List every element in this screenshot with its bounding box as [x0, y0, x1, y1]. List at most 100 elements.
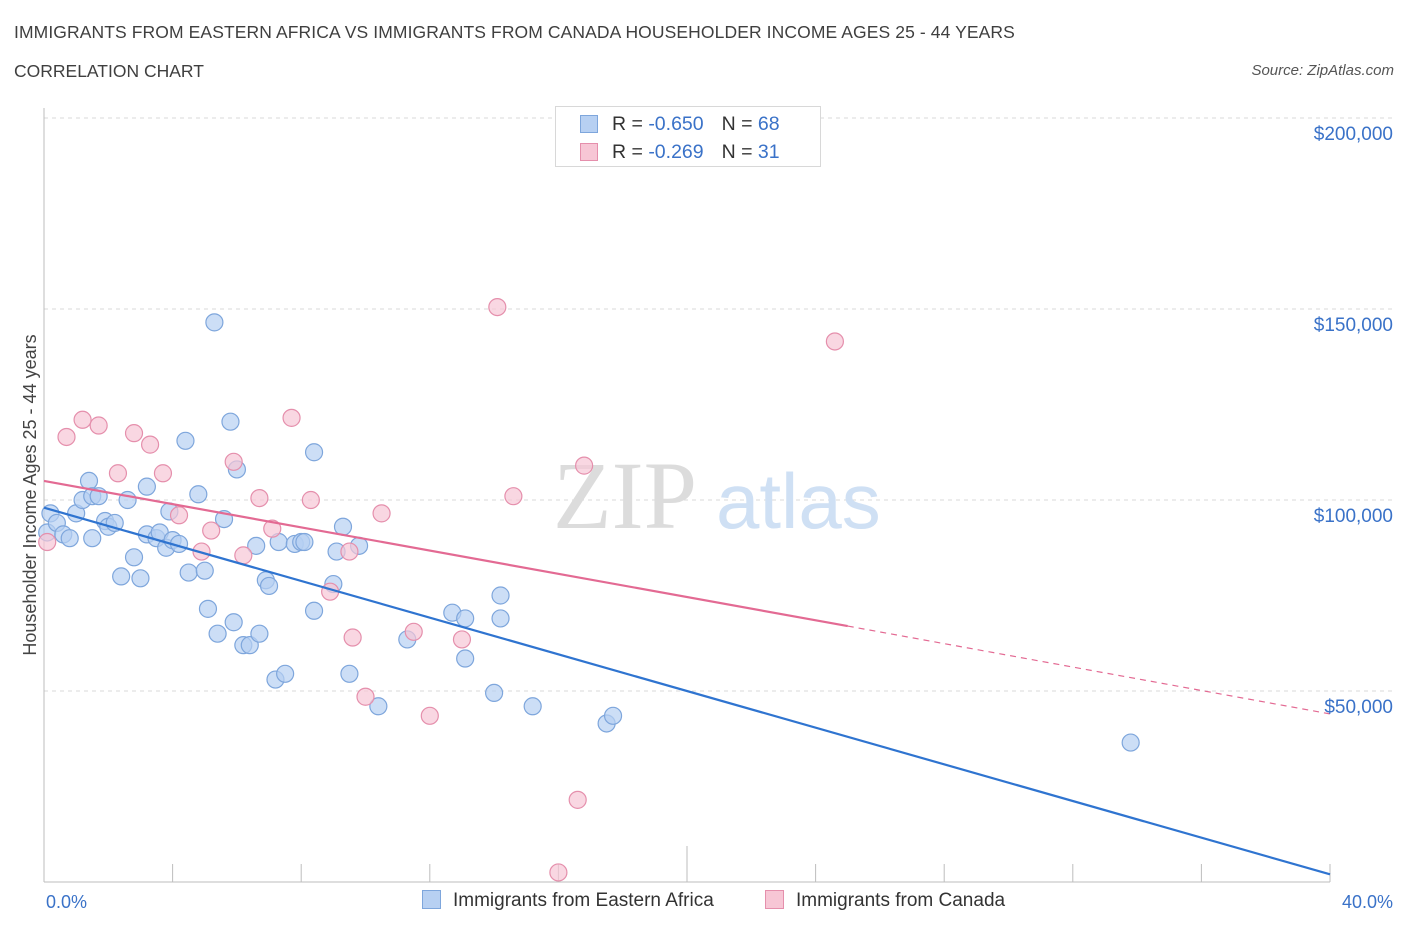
legend-n-label: N =	[721, 113, 758, 135]
legend-r-label: R =	[612, 113, 649, 135]
chart-subtitle: CORRELATION CHART	[14, 61, 204, 81]
eastern-africa-point-18	[137, 477, 156, 496]
bottom-legend-swatch-pink	[765, 890, 784, 909]
trend-line-canada	[43, 479, 848, 628]
eastern-africa-point-47	[295, 532, 314, 552]
eastern-africa-point-49	[304, 601, 324, 620]
canada-point-16	[301, 490, 320, 510]
canada-point-6	[140, 435, 160, 454]
x-tick-label-max: 40.0%	[1342, 892, 1393, 912]
trend-line-canada-extension	[847, 625, 1331, 715]
canada-point-19	[343, 628, 362, 647]
stats-legend: R = -0.650 N = 68 R = -0.269 N = 31	[555, 106, 821, 167]
y-axis-label: Householder Income Ages 25 - 44 years	[20, 334, 40, 655]
y-tick-label-1: $100,000	[1314, 506, 1393, 527]
canada-point-2	[73, 410, 92, 429]
legend-row-eastern-africa: R = -0.650 N = 68	[580, 113, 780, 136]
eastern-africa-point-52	[333, 517, 353, 536]
trend-line-eastern-africa	[43, 506, 1331, 876]
eastern-africa-point-4	[60, 529, 79, 548]
eastern-africa-point-29	[198, 599, 218, 618]
canada-point-10	[202, 521, 221, 540]
eastern-africa-point-16	[131, 569, 150, 588]
legend-n-value: 31	[757, 141, 780, 163]
canada-point-30	[825, 332, 844, 351]
series-eastern-africa-points	[38, 313, 1140, 752]
canada-point-27	[568, 790, 587, 809]
bottom-legend-swatch-blue	[422, 890, 441, 909]
x-tick-label-min: 0.0%	[46, 892, 87, 912]
canada-point-12	[234, 546, 253, 565]
x-tick-labels: 0.0% 40.0%	[46, 892, 1393, 912]
canada-point-25	[488, 297, 507, 317]
eastern-africa-point-61	[491, 586, 510, 605]
bottom-legend-eastern-africa: Immigrants from Eastern Africa	[422, 890, 714, 912]
eastern-africa-point-30	[205, 313, 224, 332]
canada-point-8	[169, 506, 189, 525]
eastern-africa-point-41	[259, 576, 279, 596]
watermark: ZIP atlas	[553, 442, 881, 549]
trend-lines	[43, 479, 1331, 876]
legend-row-canada: R = -0.269 N = 31	[580, 141, 780, 164]
canada-point-3	[89, 416, 108, 435]
watermark-atlas: atlas	[716, 457, 881, 545]
y-tick-label-0: $50,000	[1324, 697, 1393, 718]
canada-point-21	[372, 504, 391, 523]
bottom-legend-label: Immigrants from Canada	[796, 890, 1006, 911]
legend-r-value: -0.650	[648, 113, 704, 135]
canada-point-26	[504, 487, 523, 506]
eastern-africa-point-62	[491, 609, 510, 628]
eastern-africa-point-26	[179, 563, 198, 582]
canada-point-5	[124, 424, 144, 443]
eastern-africa-point-60	[485, 683, 504, 703]
legend-n-label: N =	[721, 141, 758, 163]
eastern-africa-point-63	[523, 697, 542, 716]
eastern-africa-point-39	[250, 624, 269, 643]
eastern-africa-point-33	[221, 412, 240, 431]
canada-point-13	[250, 488, 269, 508]
bottom-legend-canada: Immigrants from Canada	[765, 890, 1005, 912]
eastern-africa-point-53	[340, 664, 359, 683]
canada-point-11	[224, 452, 243, 471]
eastern-africa-point-55	[369, 697, 388, 716]
eastern-africa-point-25	[176, 431, 195, 450]
watermark-zip: ZIP	[553, 442, 697, 549]
bottom-legend-label: Immigrants from Eastern Africa	[453, 890, 714, 911]
canada-point-14	[263, 519, 282, 538]
eastern-africa-point-31	[208, 624, 227, 643]
y-tick-label-2: $150,000	[1314, 315, 1393, 336]
source-label: Source: ZipAtlas.com	[1251, 62, 1394, 79]
legend-r-label: R =	[612, 141, 649, 163]
canada-point-23	[420, 706, 439, 725]
y-tick-label-3: $200,000	[1314, 124, 1393, 145]
canada-point-28	[575, 456, 594, 475]
canada-point-15	[282, 408, 301, 427]
eastern-africa-point-28	[195, 561, 214, 580]
canada-point-18	[340, 542, 359, 561]
canada-point-4	[108, 464, 128, 483]
y-tick-labels: $50,000 $100,000 $150,000 $200,000	[1314, 124, 1393, 718]
legend-swatch-blue	[580, 115, 598, 133]
grid-lines	[44, 117, 1392, 692]
canada-point-29	[549, 863, 568, 882]
canada-point-24	[452, 630, 472, 649]
eastern-africa-point-65	[603, 706, 623, 725]
eastern-africa-point-27	[189, 485, 208, 504]
eastern-africa-point-44	[276, 664, 295, 683]
eastern-africa-point-15	[124, 548, 144, 567]
eastern-africa-point-38	[247, 536, 266, 555]
eastern-africa-point-34	[224, 613, 243, 632]
canada-point-20	[356, 687, 375, 706]
eastern-africa-point-13	[112, 567, 131, 586]
legend-swatch-pink	[580, 143, 598, 161]
eastern-africa-point-66	[1121, 733, 1140, 752]
series-canada-points	[38, 297, 844, 882]
eastern-africa-point-59	[456, 649, 475, 668]
canada-point-22	[404, 622, 423, 641]
canada-point-0	[38, 532, 57, 552]
eastern-africa-point-58	[456, 609, 475, 628]
legend-r-value: -0.269	[648, 141, 704, 163]
canada-point-1	[57, 427, 76, 447]
legend-n-value: 68	[757, 113, 780, 135]
